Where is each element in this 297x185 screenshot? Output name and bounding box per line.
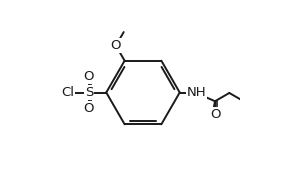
Text: S: S <box>85 86 93 99</box>
Text: NH: NH <box>187 86 206 99</box>
Text: O: O <box>210 108 220 122</box>
Text: O: O <box>83 102 94 115</box>
Text: O: O <box>83 70 94 83</box>
Text: O: O <box>111 39 121 52</box>
Text: Cl: Cl <box>61 86 74 99</box>
